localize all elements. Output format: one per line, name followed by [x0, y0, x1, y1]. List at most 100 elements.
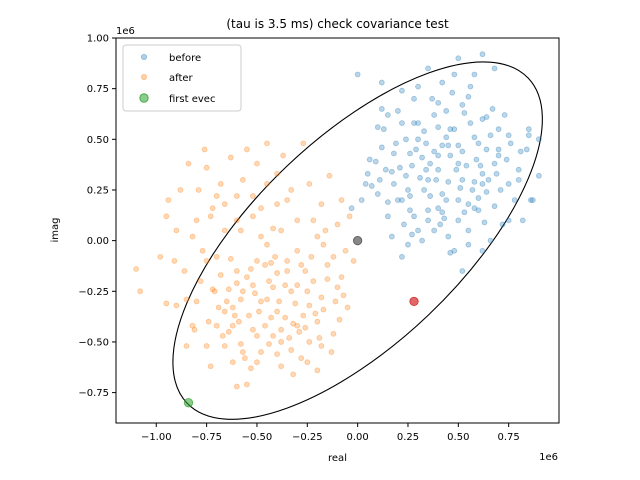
point-after-16 — [250, 326, 256, 333]
point-after-125 — [342, 247, 349, 254]
x-tick-label: −1.00 — [141, 432, 172, 443]
point-after-29 — [237, 341, 244, 347]
x-tick-label: −0.50 — [242, 432, 273, 443]
point-after-87 — [278, 326, 285, 333]
point-after-13 — [213, 322, 220, 329]
point-after-118 — [310, 217, 317, 224]
point-before-79 — [421, 128, 427, 135]
point-before-83 — [435, 166, 442, 173]
point-after-98 — [203, 164, 210, 171]
point-before-135 — [423, 166, 430, 173]
point-after-129 — [173, 227, 180, 234]
point-after-65 — [245, 312, 252, 319]
point-before-57 — [397, 164, 403, 171]
x-tick-label: 0.25 — [397, 432, 419, 443]
point-before-113 — [439, 79, 446, 86]
point-before-17 — [411, 120, 417, 127]
point-before-151 — [465, 227, 472, 234]
point-after-19 — [270, 332, 276, 339]
point-after-34 — [294, 247, 301, 254]
point-after-88 — [248, 266, 254, 272]
point-after-18 — [229, 359, 236, 366]
point-before-2 — [485, 176, 492, 183]
point-after-78 — [229, 304, 236, 311]
point-before-143 — [471, 205, 478, 212]
point-before-14 — [390, 180, 397, 187]
point-before-158 — [415, 120, 421, 127]
point-after-70 — [282, 282, 289, 289]
point-after-149 — [330, 253, 337, 260]
point-before-33 — [455, 217, 462, 224]
point-after-20 — [324, 262, 331, 268]
point-before-100 — [354, 71, 361, 78]
point-before-63 — [405, 187, 411, 193]
point-after-148 — [314, 318, 321, 325]
y-tick-label: 0.00 — [87, 236, 109, 247]
point-after-132 — [213, 193, 220, 199]
point-before-159 — [455, 197, 462, 204]
point-after-167 — [219, 332, 226, 339]
point-after-93 — [163, 300, 170, 307]
point-before-64 — [481, 219, 488, 226]
point-before-32 — [501, 112, 508, 118]
point-before-6 — [378, 144, 385, 151]
points-layer — [133, 51, 543, 420]
point-after-79 — [264, 241, 270, 248]
point-before-18 — [479, 116, 486, 122]
point-before-145 — [455, 160, 462, 167]
point-before-101 — [378, 79, 385, 86]
point-before-88 — [459, 101, 466, 108]
point-before-92 — [439, 191, 446, 197]
point-before-104 — [479, 51, 486, 58]
point-before-125 — [382, 166, 389, 173]
point-before-50 — [380, 126, 387, 133]
point-after-166 — [258, 298, 264, 305]
legend-marker-first-evec — [139, 93, 149, 103]
point-after-22 — [288, 288, 295, 295]
point-after-89 — [306, 302, 313, 309]
point-after-33 — [254, 257, 260, 264]
point-after-103 — [233, 193, 240, 199]
point-before-66 — [503, 156, 510, 163]
point-after-44 — [211, 288, 218, 295]
point-after-56 — [262, 322, 268, 329]
point-before-149 — [439, 209, 446, 216]
point-before-138 — [384, 112, 391, 118]
point-after-43 — [274, 351, 280, 358]
point-after-4 — [272, 253, 278, 260]
point-after-101 — [221, 227, 228, 234]
point-before-155 — [527, 197, 534, 204]
point-before-74 — [427, 193, 434, 199]
point-before-122 — [487, 237, 494, 244]
y-tick-label: 0.75 — [87, 84, 109, 95]
point-after-138 — [171, 257, 178, 264]
point-before-90 — [535, 172, 542, 179]
point-before-34 — [415, 227, 421, 234]
point-before-24 — [515, 176, 522, 183]
point-after-64 — [316, 334, 323, 341]
point-before-85 — [479, 170, 486, 177]
point-before-157 — [435, 99, 442, 106]
point-after-63 — [205, 318, 212, 325]
point-before-23 — [453, 166, 460, 173]
legend-label-first-evec: first evec — [169, 94, 215, 105]
point-after-59 — [241, 355, 248, 362]
point-after-146 — [262, 262, 268, 268]
point-before-118 — [409, 231, 415, 238]
point-after-104 — [239, 176, 246, 183]
point-before-69 — [376, 176, 383, 183]
point-after-80 — [340, 292, 347, 299]
point-before-56 — [473, 156, 480, 163]
point-after-150 — [338, 274, 345, 281]
point-before-58 — [447, 152, 454, 159]
point-before-61 — [417, 174, 423, 181]
point-after-47 — [286, 334, 293, 341]
point-after-153 — [290, 371, 297, 378]
point-after-130 — [199, 247, 206, 254]
point-before-75 — [451, 71, 458, 78]
point-before-42 — [477, 162, 484, 169]
point-before-38 — [433, 176, 440, 183]
point-after-96 — [189, 233, 196, 240]
point-first-evec-0 — [183, 398, 194, 408]
